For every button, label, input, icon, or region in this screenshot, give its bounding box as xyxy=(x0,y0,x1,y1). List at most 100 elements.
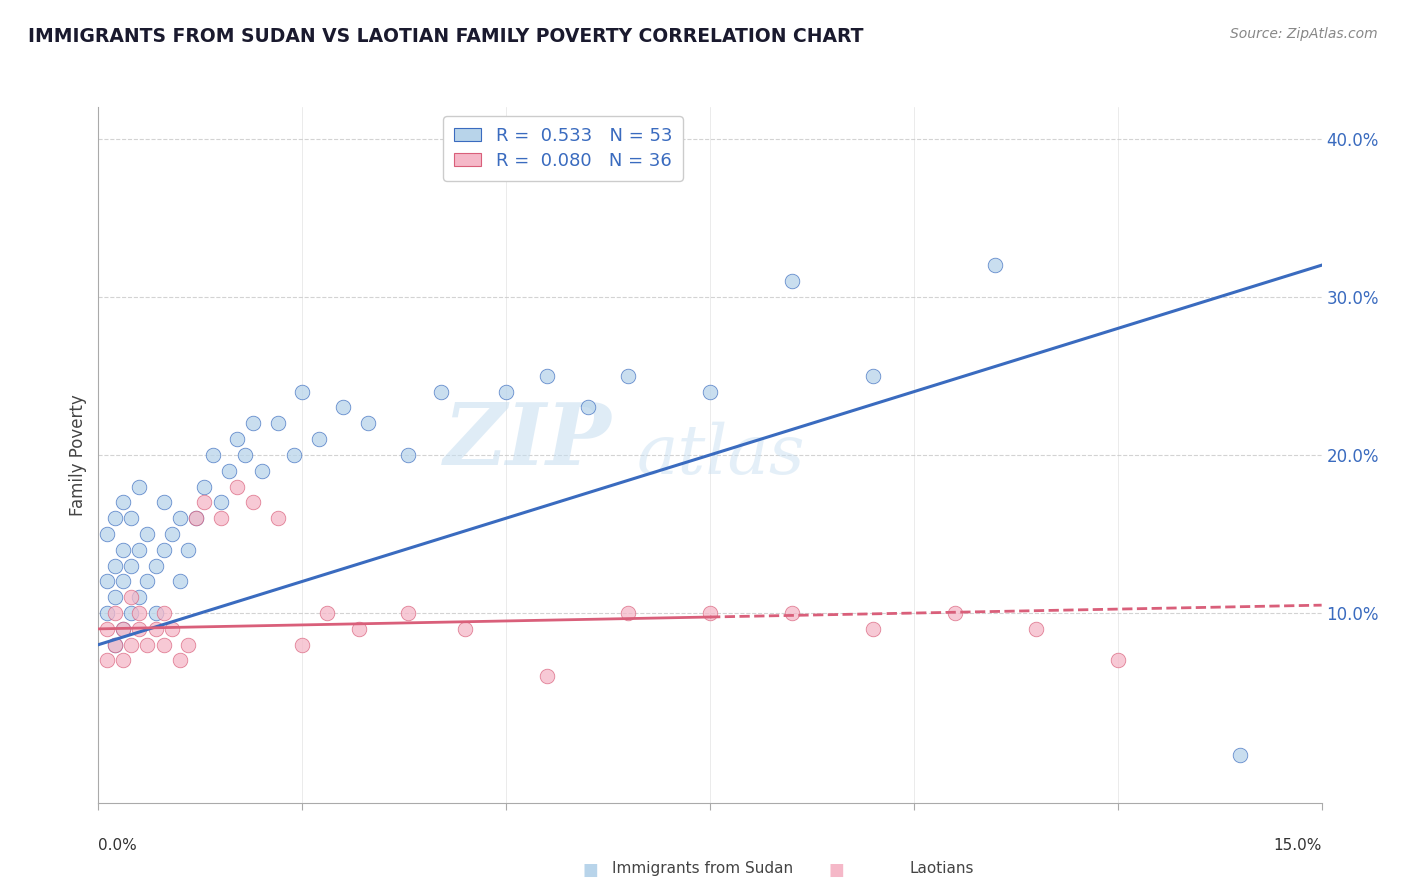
Text: 0.0%: 0.0% xyxy=(98,838,138,854)
Point xyxy=(209,495,232,509)
Point xyxy=(160,622,183,636)
Point xyxy=(152,495,174,509)
Point xyxy=(396,448,419,462)
Point xyxy=(617,368,640,383)
Point xyxy=(943,606,966,620)
Point xyxy=(576,401,599,415)
Point xyxy=(136,638,159,652)
Point xyxy=(396,606,419,620)
Point xyxy=(1229,748,1251,763)
Y-axis label: Family Poverty: Family Poverty xyxy=(69,394,87,516)
Point xyxy=(177,638,200,652)
Point xyxy=(536,368,558,383)
Point xyxy=(136,574,159,589)
Point xyxy=(186,511,208,525)
Point xyxy=(536,669,558,683)
Point xyxy=(128,622,150,636)
Text: atlas: atlas xyxy=(637,422,806,488)
Point xyxy=(201,448,224,462)
Point xyxy=(111,622,134,636)
Point xyxy=(209,511,232,525)
Point xyxy=(104,591,127,605)
Point xyxy=(120,606,142,620)
Point xyxy=(250,464,273,478)
Point xyxy=(120,558,142,573)
Point xyxy=(152,542,174,557)
Point xyxy=(291,384,314,399)
Point xyxy=(349,622,371,636)
Point xyxy=(332,401,354,415)
Point xyxy=(699,384,721,399)
Point xyxy=(169,653,191,667)
Point xyxy=(267,511,290,525)
Point xyxy=(1107,653,1129,667)
Point xyxy=(145,606,167,620)
Point xyxy=(233,448,256,462)
Point xyxy=(152,606,174,620)
Point xyxy=(291,638,314,652)
Point xyxy=(242,417,264,431)
Point xyxy=(169,511,191,525)
Point xyxy=(96,606,118,620)
Point xyxy=(96,527,118,541)
Point xyxy=(111,653,134,667)
Text: 15.0%: 15.0% xyxy=(1274,838,1322,854)
Point xyxy=(267,417,290,431)
Point xyxy=(169,574,191,589)
Point xyxy=(430,384,453,399)
Point xyxy=(283,448,305,462)
Point xyxy=(96,574,118,589)
Point xyxy=(152,638,174,652)
Point xyxy=(699,606,721,620)
Text: ■: ■ xyxy=(828,861,845,879)
Point xyxy=(111,542,134,557)
Point xyxy=(96,653,118,667)
Point xyxy=(128,606,150,620)
Point xyxy=(120,638,142,652)
Legend: R =  0.533   N = 53, R =  0.080   N = 36: R = 0.533 N = 53, R = 0.080 N = 36 xyxy=(443,116,683,181)
Point xyxy=(177,542,200,557)
Point xyxy=(193,495,215,509)
Point xyxy=(218,464,240,478)
Point xyxy=(1025,622,1047,636)
Text: ■: ■ xyxy=(582,861,599,879)
Point xyxy=(128,479,150,493)
Point xyxy=(120,591,142,605)
Point xyxy=(242,495,264,509)
Point xyxy=(104,558,127,573)
Point xyxy=(226,479,249,493)
Point xyxy=(617,606,640,620)
Point xyxy=(104,511,127,525)
Point xyxy=(128,542,150,557)
Point xyxy=(356,417,378,431)
Point xyxy=(136,527,159,541)
Point xyxy=(454,622,477,636)
Text: Source: ZipAtlas.com: Source: ZipAtlas.com xyxy=(1230,27,1378,41)
Point xyxy=(780,606,803,620)
Point xyxy=(780,274,803,288)
Point xyxy=(186,511,208,525)
Point xyxy=(862,368,884,383)
Point xyxy=(984,258,1007,272)
Point xyxy=(111,622,134,636)
Point xyxy=(145,622,167,636)
Point xyxy=(104,638,127,652)
Point xyxy=(495,384,517,399)
Point xyxy=(128,591,150,605)
Text: IMMIGRANTS FROM SUDAN VS LAOTIAN FAMILY POVERTY CORRELATION CHART: IMMIGRANTS FROM SUDAN VS LAOTIAN FAMILY … xyxy=(28,27,863,45)
Point xyxy=(160,527,183,541)
Point xyxy=(96,622,118,636)
Point xyxy=(111,495,134,509)
Text: Laotians: Laotians xyxy=(910,861,974,876)
Point xyxy=(111,574,134,589)
Point xyxy=(226,432,249,446)
Point xyxy=(120,511,142,525)
Text: Immigrants from Sudan: Immigrants from Sudan xyxy=(613,861,793,876)
Point xyxy=(104,638,127,652)
Text: ZIP: ZIP xyxy=(444,400,612,483)
Point xyxy=(193,479,215,493)
Point xyxy=(308,432,330,446)
Point xyxy=(104,606,127,620)
Point xyxy=(145,558,167,573)
Point xyxy=(315,606,337,620)
